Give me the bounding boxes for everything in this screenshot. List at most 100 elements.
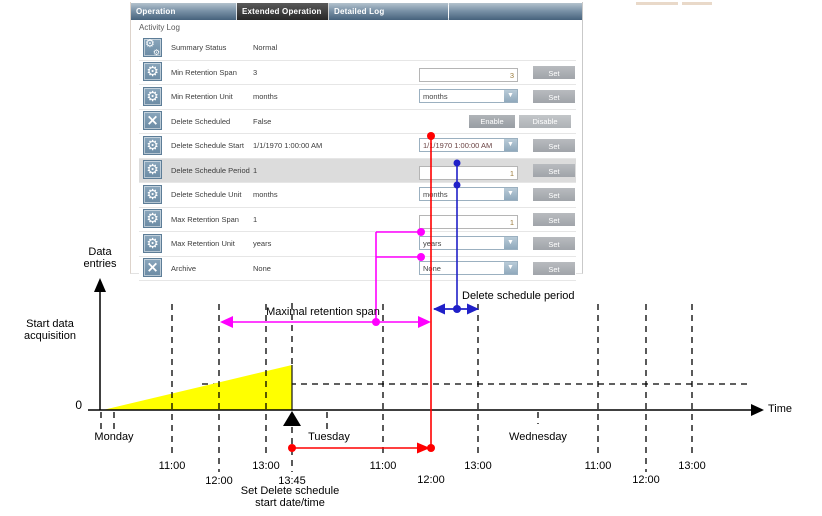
row-label: Summary Status: [171, 43, 227, 52]
hour-label: 12:00: [632, 474, 660, 486]
hour-gridlines: [100, 303, 693, 472]
x-axis-arrowhead: [751, 404, 764, 416]
row-value: years: [253, 239, 272, 248]
tab-divider: [448, 5, 449, 18]
archive-dropdown[interactable]: None ▼: [419, 260, 518, 275]
min-retention-span-input[interactable]: [419, 68, 518, 82]
row-delete-schedule-period: ⚙ Delete Schedule Period 1 Set: [139, 158, 576, 183]
hour-label: 13:00: [252, 460, 280, 472]
y-axis-arrowhead: [94, 278, 106, 292]
chevron-down-icon: ▼: [504, 237, 517, 249]
hour-label: 11:00: [369, 460, 397, 472]
gear-icon[interactable]: ⚙: [143, 184, 162, 204]
settings-panel: Operation Extended Operation Detailed Lo…: [130, 2, 712, 281]
row-label: Archive: [171, 263, 197, 273]
gear-icon[interactable]: ⚙: [143, 86, 162, 106]
hour-label: 13:00: [678, 460, 706, 472]
enable-button[interactable]: Enable: [469, 114, 515, 128]
x-icon[interactable]: ×: [143, 258, 162, 277]
chevron-down-icon: ▼: [504, 90, 517, 102]
window-artifact: [636, 2, 678, 5]
gear-icon[interactable]: ⚙: [143, 160, 162, 179]
window-artifact: [682, 2, 712, 5]
max-retention-label: Maximal retention span: [266, 306, 380, 318]
delete-schedule-unit-dropdown[interactable]: months ▼: [419, 187, 518, 201]
row-value: Normal: [253, 43, 278, 52]
row-label: Min Retention Unit: [171, 92, 233, 101]
day-label-wednesday: Wednesday: [509, 431, 567, 443]
row-value: 3: [253, 67, 258, 77]
max-retention-unit-dropdown[interactable]: years ▼: [419, 236, 518, 250]
row-archive: × Archive None None ▼ Set: [139, 256, 576, 281]
tab-operation[interactable]: Operation: [131, 3, 237, 20]
row-label: Max Retention Span: [171, 214, 239, 224]
tab-detailed-log[interactable]: Detailed Log: [329, 3, 449, 20]
row-value: months: [253, 190, 278, 199]
day-label-tuesday: Tuesday: [308, 431, 350, 443]
origin-label: 0: [75, 398, 82, 412]
row-value: 1: [253, 165, 258, 175]
row-delete-schedule-unit: ⚙ Delete Schedule Unit months months ▼ S…: [139, 183, 576, 208]
row-value: 1/1/1970 1:00:00 AM: [253, 141, 323, 150]
chevron-down-icon: ▼: [504, 188, 517, 200]
settings-rows: ⚙ ⚙ Summary Status Normal ⚙ Min Retention…: [139, 36, 576, 281]
set-button[interactable]: Set: [533, 90, 575, 103]
chevron-down-icon: ▼: [504, 139, 517, 151]
set-button[interactable]: Set: [533, 212, 575, 226]
start-acquisition-label: Start data acquisition: [24, 318, 76, 342]
set-delete-schedule-label: Set Delete schedule start date/time: [240, 485, 340, 509]
gear-icon[interactable]: ⚙: [143, 62, 162, 81]
row-label: Max Retention Unit: [171, 239, 235, 248]
x-icon[interactable]: ×: [143, 111, 162, 130]
set-button[interactable]: Set: [533, 139, 575, 152]
tab-bar: Operation Extended Operation Detailed Lo…: [131, 3, 582, 20]
row-max-retention-unit: ⚙ Max Retention Unit years years ▼ Set: [139, 232, 576, 257]
hour-label: 12:00: [205, 475, 233, 487]
y-axis-label: Data entries: [83, 246, 117, 270]
row-label: Delete Schedule Unit: [171, 190, 242, 199]
row-min-retention-unit: ⚙ Min Retention Unit months months ▼ Set: [139, 85, 576, 110]
hour-label: 12:00: [417, 474, 445, 486]
set-button[interactable]: Set: [533, 188, 575, 201]
axes: [88, 278, 764, 416]
row-label: Delete Scheduled: [171, 116, 231, 126]
set-button[interactable]: Set: [533, 237, 575, 250]
row-value: False: [253, 116, 272, 126]
row-value: months: [253, 92, 278, 101]
set-button[interactable]: Set: [533, 65, 575, 79]
row-max-retention-span: ⚙ Max Retention Span 1 Set: [139, 207, 576, 232]
gear-icon[interactable]: ⚙: [143, 135, 162, 155]
row-summary-status: ⚙ ⚙ Summary Status Normal: [139, 36, 576, 61]
hour-label: 11:00: [158, 460, 186, 472]
hour-label: 13:00: [464, 460, 492, 472]
set-button[interactable]: Set: [533, 163, 575, 177]
row-value: 1: [253, 214, 258, 224]
row-min-retention-span: ⚙ Min Retention Span 3 Set: [139, 60, 576, 85]
row-value: None: [253, 263, 271, 273]
row-label: Min Retention Span: [171, 67, 237, 77]
data-growth-area: [103, 365, 292, 410]
x-axis-label: Time: [768, 403, 793, 415]
delete-period-label: Delete schedule period: [462, 290, 575, 302]
day-label-monday: Monday: [94, 431, 134, 443]
max-retention-span-input[interactable]: [419, 215, 518, 229]
delete-schedule-start-dropdown[interactable]: 1/1/1970 1:00:00 AM ▼: [419, 138, 518, 152]
row-delete-scheduled: × Delete Scheduled False Enable Disable: [139, 109, 576, 134]
hour-label: 11:00: [584, 460, 612, 472]
tab-extended-operation[interactable]: Extended Operation: [237, 3, 329, 20]
gear-icon[interactable]: ⚙: [143, 209, 162, 228]
hour-label: 13:45: [278, 475, 306, 487]
gears-icon[interactable]: ⚙ ⚙: [143, 36, 162, 57]
delete-schedule-period-input[interactable]: [419, 166, 518, 180]
section-title: Activity Log: [139, 23, 180, 32]
disable-button[interactable]: Disable: [519, 114, 571, 128]
row-delete-schedule-start: ⚙ Delete Schedule Start 1/1/1970 1:00:00…: [139, 134, 576, 159]
row-label: Delete Schedule Period: [171, 165, 250, 175]
gear-icon[interactable]: ⚙: [143, 233, 162, 253]
schedule-start-marker: [283, 411, 301, 426]
min-retention-unit-dropdown[interactable]: months ▼: [419, 89, 518, 103]
row-label: Delete Schedule Start: [171, 141, 244, 150]
set-button[interactable]: Set: [533, 261, 575, 275]
chevron-down-icon: ▼: [504, 261, 517, 274]
